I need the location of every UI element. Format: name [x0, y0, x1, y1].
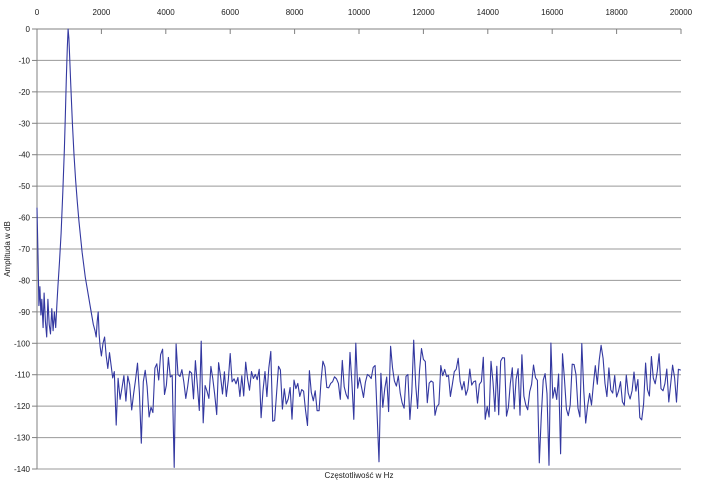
y-tick-label: -10	[18, 56, 30, 65]
y-tick-label: -30	[18, 119, 30, 128]
y-tick-label: -20	[18, 88, 30, 97]
y-tick-label: -50	[18, 182, 30, 191]
x-tick-label: 4000	[157, 8, 175, 17]
x-tick-label: 2000	[93, 8, 111, 17]
x-tick-label: 6000	[221, 8, 239, 17]
x-tick-label: 12000	[412, 8, 435, 17]
y-tick-label: -140	[14, 465, 31, 474]
y-tick-label: -100	[14, 339, 31, 348]
x-tick-label: 0	[35, 8, 40, 17]
x-tick-label: 8000	[286, 8, 304, 17]
x-tick-label: 16000	[541, 8, 564, 17]
y-tick-label: -90	[18, 308, 30, 317]
y-tick-label: -130	[14, 434, 31, 443]
x-axis-title: Częstotliwość w Hz	[325, 471, 394, 480]
y-tick-label: -60	[18, 214, 30, 223]
y-tick-label: -40	[18, 151, 30, 160]
y-tick-label: -110	[15, 371, 31, 380]
y-tick-label: -70	[18, 245, 30, 254]
x-tick-label: 18000	[605, 8, 628, 17]
y-axis-title: Amplituda w dB	[3, 221, 12, 277]
y-tick-label: -80	[18, 276, 30, 285]
x-tick-label: 14000	[477, 8, 500, 17]
x-tick-label: 20000	[670, 8, 693, 17]
y-tick-label: -120	[14, 402, 31, 411]
spectrum-line	[36, 28, 681, 468]
y-tick-label: 0	[26, 25, 31, 34]
x-tick-label: 10000	[348, 8, 371, 17]
